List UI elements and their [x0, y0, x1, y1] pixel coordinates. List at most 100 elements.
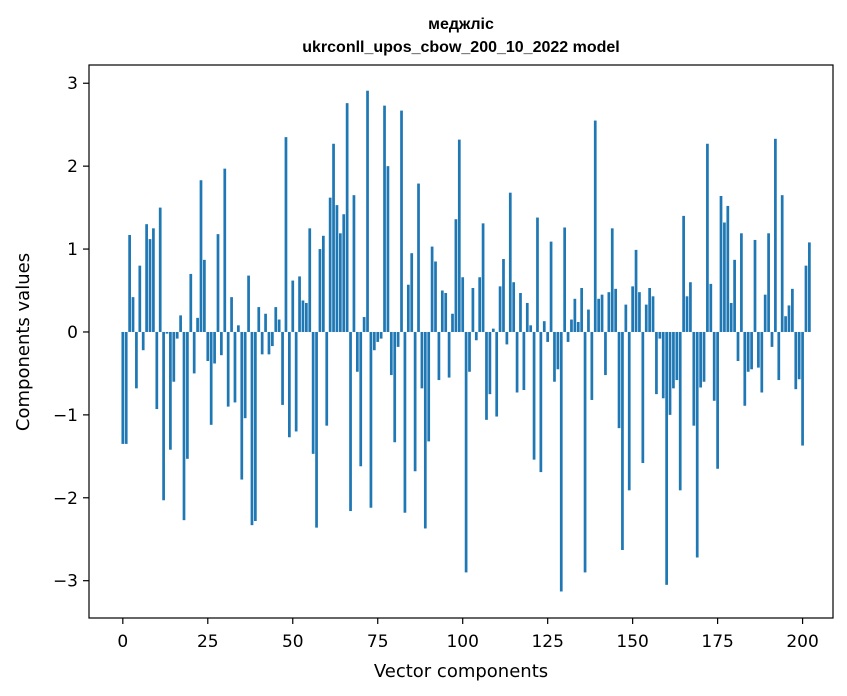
bar	[148, 239, 152, 332]
bar	[573, 298, 577, 332]
bar	[311, 331, 315, 454]
x-tick-label: 25	[197, 632, 219, 652]
bar	[760, 331, 764, 393]
x-tick-label: 175	[701, 632, 733, 652]
bar	[614, 288, 618, 332]
y-axis-ticks: −3 −2 −1 0 1 2 3	[53, 74, 89, 592]
bar	[488, 331, 492, 395]
bar	[192, 331, 196, 374]
bar	[644, 304, 648, 332]
bar	[498, 286, 502, 332]
bar	[515, 331, 519, 393]
bar	[257, 307, 261, 332]
bar	[135, 331, 138, 389]
bar	[186, 331, 189, 459]
x-tick-label: 100	[446, 632, 478, 652]
bar	[131, 297, 135, 332]
bar	[587, 309, 590, 332]
plot-frame	[88, 64, 834, 619]
bar	[203, 259, 206, 332]
bar	[784, 316, 787, 332]
bar	[274, 307, 278, 332]
bar	[536, 217, 539, 332]
bar	[651, 296, 655, 332]
bar	[291, 280, 295, 332]
bar	[284, 137, 288, 332]
bar	[508, 192, 512, 332]
bar	[610, 228, 614, 332]
y-tick-label: −1	[53, 406, 78, 426]
bar	[158, 207, 162, 332]
bar	[196, 317, 199, 332]
bar	[478, 277, 482, 332]
bar	[152, 228, 155, 332]
bar	[437, 331, 441, 381]
bar	[264, 313, 267, 332]
bar	[376, 331, 380, 342]
bar	[780, 195, 784, 332]
bar	[124, 331, 128, 444]
bar	[189, 273, 193, 332]
bar	[281, 331, 284, 405]
y-tick-label: 1	[67, 240, 78, 260]
bar	[716, 331, 719, 469]
bar	[682, 215, 685, 332]
bar	[791, 288, 794, 332]
bar	[729, 302, 733, 332]
bar	[532, 331, 536, 460]
bar	[675, 331, 679, 381]
bar	[474, 331, 478, 341]
bar	[757, 331, 760, 368]
bar	[206, 331, 210, 361]
bar	[121, 331, 125, 444]
bar	[641, 331, 645, 463]
bars-group	[121, 90, 811, 592]
bar	[220, 331, 223, 356]
bar	[155, 331, 159, 410]
x-tick-label: 0	[117, 632, 128, 652]
bar	[736, 331, 740, 361]
bar	[689, 282, 692, 332]
bar	[794, 331, 798, 390]
bar	[593, 120, 597, 332]
bar	[808, 242, 811, 332]
bar	[726, 205, 730, 332]
bar	[634, 249, 638, 332]
bar	[719, 196, 723, 332]
bar	[529, 325, 533, 332]
bar	[352, 195, 356, 332]
bar	[570, 319, 573, 332]
bar	[383, 105, 386, 332]
bar	[617, 331, 621, 429]
bar	[624, 304, 628, 332]
x-tick-label: 125	[531, 632, 563, 652]
bar	[672, 331, 675, 389]
bar	[471, 288, 475, 332]
bar	[271, 331, 274, 347]
bar	[447, 331, 451, 378]
bar	[369, 331, 373, 508]
bar	[430, 246, 434, 332]
bar	[733, 259, 736, 332]
bar	[345, 103, 349, 332]
bar	[444, 293, 448, 332]
bar	[502, 259, 505, 332]
bar	[495, 331, 499, 417]
bar	[607, 292, 611, 332]
bar	[600, 294, 604, 332]
bar	[321, 235, 325, 332]
bar	[250, 331, 254, 526]
bar	[712, 331, 716, 401]
bar	[481, 223, 485, 332]
bar	[468, 331, 471, 372]
bar	[355, 331, 359, 372]
bar	[695, 331, 699, 558]
bar	[804, 265, 808, 332]
bar	[801, 331, 804, 446]
bar	[553, 331, 556, 382]
bar	[335, 205, 339, 332]
bar	[179, 315, 182, 332]
bar	[549, 241, 553, 332]
bar	[678, 331, 682, 491]
